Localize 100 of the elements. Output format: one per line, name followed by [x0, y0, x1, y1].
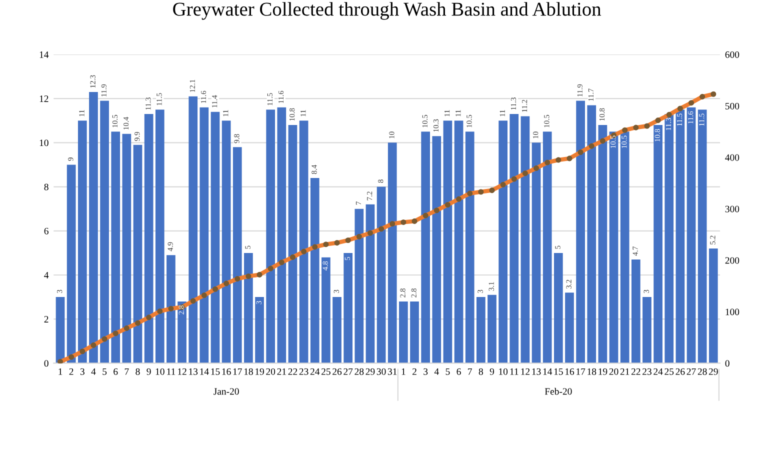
bar [210, 112, 220, 364]
bar [554, 252, 563, 364]
chart-title: Greywater Collected through Wash Basin and Ablution [173, 2, 602, 20]
y-tick-label: 14 [40, 51, 49, 58]
bar [443, 120, 452, 364]
x-tick-label: 18 [588, 368, 596, 375]
x-tick-label: 3 [80, 368, 84, 375]
bar [465, 132, 474, 364]
x-tick-label: 22 [631, 368, 640, 375]
y-tick-label: 6 [44, 228, 48, 234]
bar [255, 297, 264, 364]
x-tick-label: 19 [598, 368, 608, 375]
bar [454, 120, 464, 364]
x-tick-label: 2 [412, 368, 416, 375]
x-tick-label: 15 [211, 368, 220, 375]
x-tick-label: 1 [402, 368, 406, 375]
x-tick-label: 10 [156, 368, 164, 375]
x-tick-label: 1 [58, 368, 62, 375]
bar [100, 100, 109, 364]
bar [698, 110, 707, 364]
bar [708, 248, 718, 364]
bar [89, 92, 98, 364]
x-tick-label: 8 [478, 368, 483, 375]
x-tick-label: 9 [490, 368, 494, 375]
bar [344, 252, 353, 364]
bar [354, 208, 364, 364]
bar [488, 294, 496, 364]
bar [476, 297, 486, 364]
x-tick-label: 13 [189, 368, 198, 375]
bar [299, 120, 308, 364]
bar [332, 297, 342, 364]
y2-tick-label: 0 [725, 360, 730, 367]
bar [322, 257, 330, 364]
text: Feb-20 [544, 388, 572, 395]
x-tick-label: 25 [322, 368, 330, 375]
bar [366, 204, 375, 364]
x-tick-label: 3 [424, 368, 428, 375]
x-tick-label: 13 [532, 368, 541, 375]
bar [510, 114, 519, 364]
bar [78, 120, 87, 364]
bar [266, 110, 276, 364]
bar [664, 114, 674, 364]
y-tick-label: 2 [44, 316, 48, 322]
y-tick-label: 8 [44, 184, 48, 190]
x-tick-label: 6 [114, 368, 118, 375]
bar [654, 125, 662, 364]
x-tick-label: 20 [266, 368, 276, 375]
x-tick-label: 25 [664, 368, 674, 375]
x-tick-label: 26 [676, 368, 685, 375]
bar [598, 125, 608, 364]
text: Jan-20 [214, 388, 239, 395]
bar [410, 301, 419, 364]
x-tick-label: 5 [102, 368, 107, 375]
x-tick-label: 17 [233, 368, 242, 375]
x-tick-label: 26 [332, 368, 342, 375]
x-tick-label: 12 [521, 368, 530, 375]
bar [222, 120, 231, 364]
x-tick-label: 8 [136, 368, 140, 375]
bar [111, 132, 120, 364]
bar [520, 116, 530, 364]
x-tick-label: 22 [288, 368, 298, 375]
x-tick-label: 27 [344, 368, 353, 375]
bar [244, 252, 253, 364]
bar [178, 301, 186, 364]
x-tick-label: 24 [654, 368, 663, 375]
x-tick-label: 21 [620, 368, 630, 375]
x-tick-label: 4 [91, 368, 96, 375]
bar [56, 297, 65, 364]
bar [686, 107, 696, 364]
bar [376, 186, 386, 364]
x-tick-label: 16 [565, 368, 574, 375]
x-tick-label: 7 [124, 368, 129, 375]
bar [310, 178, 320, 364]
x-tick-label: 29 [708, 368, 718, 375]
x-tick-label: 14 [543, 368, 552, 375]
x-tick-label: 23 [299, 368, 308, 375]
x-tick-label: 7 [468, 368, 472, 375]
x-tick-label: 24 [310, 368, 320, 375]
x-tick-label: 16 [222, 368, 231, 375]
bar [232, 147, 242, 364]
x-tick-label: 14 [200, 368, 209, 375]
x-tick-label: 30 [376, 368, 386, 375]
bar [432, 136, 442, 364]
bar [620, 132, 630, 364]
x-tick-label: 10 [499, 368, 508, 375]
x-tick-label: 11 [167, 368, 176, 375]
bar [155, 110, 164, 364]
x-tick-label: 9 [146, 368, 151, 375]
x-tick-label: 29 [366, 368, 375, 375]
x-tick-label: 4 [434, 368, 439, 375]
x-tick-label: 27 [686, 368, 696, 375]
bar [200, 107, 209, 364]
bar [576, 100, 585, 364]
x-tick-label: 2 [69, 368, 74, 375]
y2-tick-label: 600 [725, 51, 740, 58]
y2-tick-label: 300 [725, 206, 740, 212]
bar [66, 164, 76, 364]
bar [498, 120, 508, 364]
x-tick-label: 31 [388, 368, 397, 375]
y-tick-label: 4 [44, 272, 49, 278]
